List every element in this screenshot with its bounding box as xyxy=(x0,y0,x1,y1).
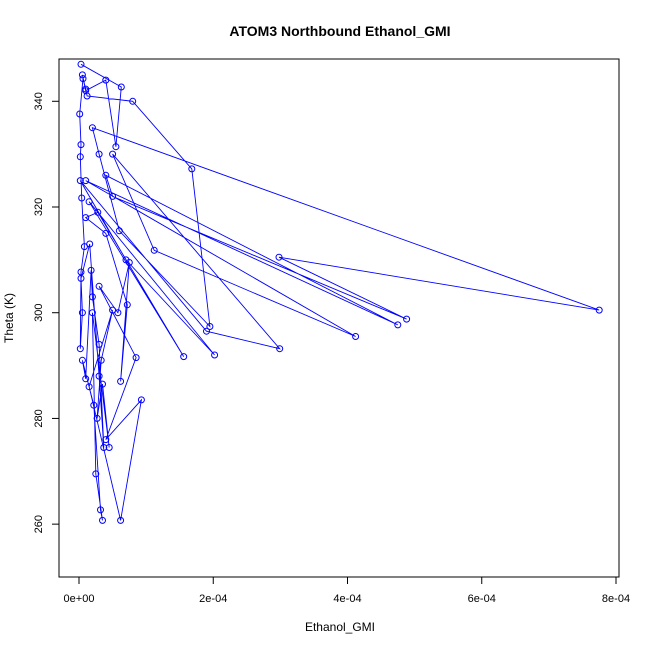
data-point xyxy=(109,150,117,158)
y-tick-label: 320 xyxy=(33,198,45,216)
data-point xyxy=(109,192,117,200)
data-point xyxy=(211,351,219,359)
data-point xyxy=(206,323,214,330)
data-point xyxy=(123,301,131,309)
x-tick-label: 8e-04 xyxy=(602,593,630,605)
data-point xyxy=(95,372,103,380)
data-point xyxy=(88,124,96,132)
y-tick-label: 300 xyxy=(33,304,45,322)
x-axis: 0e+00 2e-04 4e-04 6e-04 8e-04 xyxy=(64,576,630,605)
y-tick-label: 260 xyxy=(33,515,45,533)
data-point xyxy=(595,306,603,314)
data-point xyxy=(77,268,85,276)
data-point xyxy=(102,76,110,84)
y-axis-label: Theta (K) xyxy=(2,293,16,343)
data-point xyxy=(79,75,87,83)
data-point xyxy=(94,208,102,216)
data-point xyxy=(203,327,210,335)
y-tick-label: 280 xyxy=(33,409,45,427)
data-point xyxy=(112,143,120,151)
x-axis-label: Ethanol_GMI xyxy=(305,620,375,634)
series-line xyxy=(79,63,600,521)
data-point xyxy=(125,259,133,266)
x-tick-label: 0e+00 xyxy=(64,593,95,605)
data-point xyxy=(102,229,110,237)
data-point xyxy=(403,315,411,323)
data-point xyxy=(97,356,105,364)
data-point xyxy=(82,375,90,383)
data-point xyxy=(78,356,86,364)
data-point xyxy=(80,243,88,251)
data-point xyxy=(76,177,84,185)
data-point xyxy=(109,306,117,314)
data-point xyxy=(188,165,196,173)
data-point xyxy=(102,436,110,444)
y-axis: 260 280 300 320 340 xyxy=(33,92,60,533)
data-point xyxy=(76,110,84,118)
data-point xyxy=(82,214,90,222)
data-point xyxy=(129,97,137,105)
x-tick-label: 6e-04 xyxy=(468,593,496,605)
data-point xyxy=(92,470,100,478)
data-point xyxy=(77,141,85,149)
data-point xyxy=(394,321,402,329)
data-point xyxy=(78,194,86,202)
data-point xyxy=(115,227,123,235)
y-tick-label: 340 xyxy=(33,92,45,110)
data-point xyxy=(275,253,283,261)
data-point xyxy=(97,506,104,514)
data-point xyxy=(95,150,103,158)
data-point xyxy=(117,377,125,385)
data-point xyxy=(117,83,125,91)
data-point xyxy=(76,345,84,353)
data-point xyxy=(85,198,93,206)
x-tick-label: 4e-04 xyxy=(333,593,361,605)
data-point xyxy=(82,85,90,93)
data-point xyxy=(132,354,140,362)
data-point xyxy=(90,401,98,409)
data-point xyxy=(85,383,93,391)
data-point xyxy=(99,380,106,388)
data-point xyxy=(87,266,95,274)
data-point xyxy=(76,153,84,161)
data-point xyxy=(88,293,96,301)
data-point xyxy=(99,516,106,524)
data-point xyxy=(352,333,360,340)
chart-title: ATOM3 Northbound Ethanol_GMI xyxy=(229,23,450,39)
data-point xyxy=(102,171,110,179)
data-point xyxy=(95,340,103,348)
data-point xyxy=(276,345,284,353)
data-point xyxy=(77,60,85,68)
plot-frame xyxy=(58,58,620,578)
x-tick-label: 2e-04 xyxy=(199,593,227,605)
data-point xyxy=(105,444,113,451)
data-point xyxy=(150,246,158,254)
data-point xyxy=(82,177,90,185)
data-point xyxy=(78,309,86,317)
data-point xyxy=(117,516,125,524)
series-layer xyxy=(76,60,603,524)
data-point xyxy=(83,92,91,100)
data-point xyxy=(78,71,86,79)
data-point xyxy=(95,282,103,290)
data-point xyxy=(88,309,96,317)
data-point xyxy=(93,414,101,422)
data-point xyxy=(100,444,108,451)
data-point xyxy=(180,353,188,361)
data-point xyxy=(137,396,145,404)
